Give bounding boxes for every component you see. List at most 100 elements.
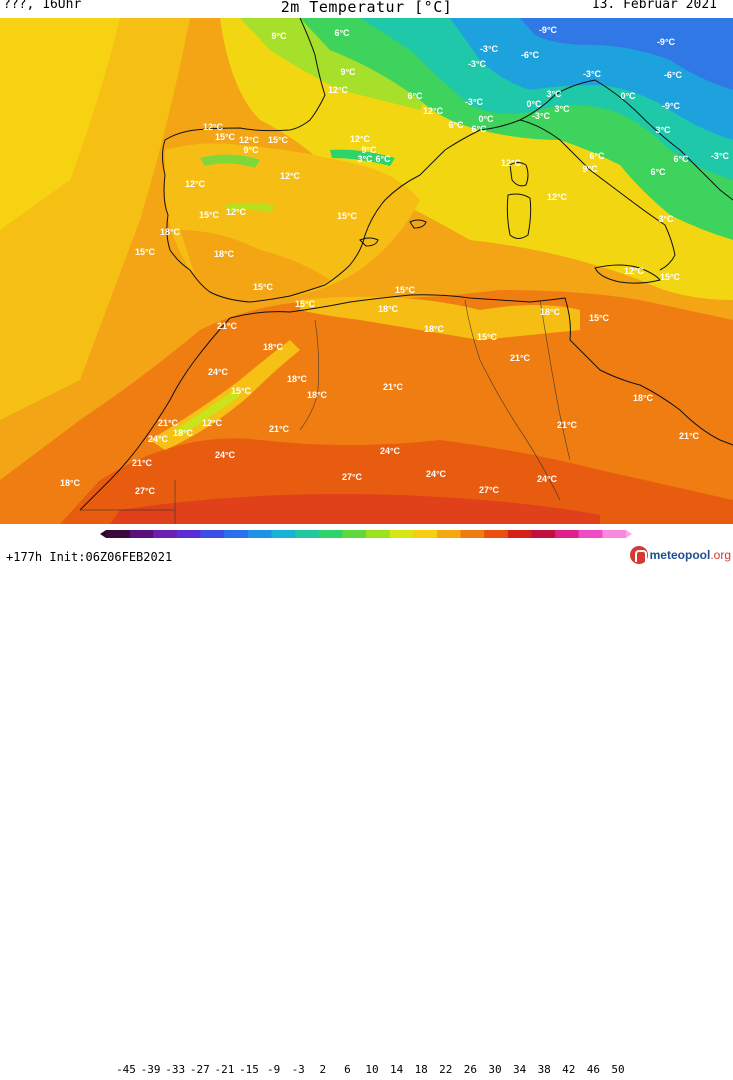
temperature-label: -3°C <box>532 111 551 121</box>
temperature-label: 9°C <box>243 145 259 155</box>
temperature-label: 18°C <box>214 249 235 259</box>
colorbar-tick: -39 <box>140 1063 161 1076</box>
temperature-label: 15°C <box>660 272 681 282</box>
temperature-labels: 9°C 6°C9°C12°C-9°C-9°C-3°C-6°C-3°C-3°C -6°… <box>60 25 730 496</box>
temperature-label: -3°C <box>468 59 487 69</box>
temperature-label: 12°C <box>239 135 260 145</box>
temperature-label: -3°C <box>711 151 730 161</box>
temperature-label: -3°C <box>465 97 484 107</box>
map-header: ???, 16Uhr 2m Temperatur [°C] 13. Februa… <box>0 0 733 20</box>
temperature-label: 27°C <box>479 485 500 495</box>
colorbar-segment <box>602 530 627 538</box>
temperature-label: 12°C <box>328 85 349 95</box>
temperature-map[interactable]: 9°C 6°C 9°C 12°C -9°C -9°C -3°C -6°C -3°C -3°C -6°… <box>0 18 733 524</box>
colorbar-tick: -3 <box>291 1063 305 1076</box>
temperature-label: 21°C <box>557 420 578 430</box>
temperature-label: 15°C <box>589 313 610 323</box>
temp-field-mountains-2 <box>225 202 275 212</box>
temperature-label: 12°C <box>203 122 224 132</box>
temperature-label: -3°C <box>583 69 602 79</box>
colorbar-segment <box>342 530 367 538</box>
temperature-label: -9°C <box>662 101 681 111</box>
temp-field-pyrenees <box>330 149 395 166</box>
colorbar-tick: -21 <box>214 1063 235 1076</box>
colorbar-segment <box>366 530 391 538</box>
temperature-label: 12°C <box>280 171 301 181</box>
colorbar-segment <box>578 530 603 538</box>
temperature-label: 6°C <box>589 151 605 161</box>
colorbar-segment <box>555 530 580 538</box>
temperature-label: 3°C <box>357 154 373 164</box>
temperature-label: 21°C <box>679 431 700 441</box>
temperature-label: -3°C <box>480 44 499 54</box>
temperature-label: 21°C <box>217 321 238 331</box>
meteopool-logo[interactable]: meteopool.org <box>629 545 731 565</box>
temperature-label: 9°C <box>340 67 356 77</box>
forecast-date: 13. Februar 2021 <box>591 0 717 12</box>
temperature-label: 3°C <box>554 104 570 114</box>
colorbar-tick: 18 <box>414 1063 428 1076</box>
temperature-label: -9°C <box>657 37 676 47</box>
logo-main: meteopool <box>649 548 711 562</box>
colorbar-segment <box>295 530 320 538</box>
colorbar-tick: 26 <box>463 1063 478 1076</box>
temperature-label: 12°C <box>350 134 371 144</box>
temperature-label: 15°C <box>395 285 416 295</box>
temperature-label: 12°C <box>423 106 444 116</box>
temperature-label: 24°C <box>537 474 558 484</box>
temperature-map-canvas: 9°C 6°C9°C12°C-9°C-9°C-3°C-6°C-3°C-3°C -6°… <box>0 18 733 524</box>
temperature-label: 12°C <box>547 192 568 202</box>
temperature-label: 18°C <box>378 304 399 314</box>
colorbar-segment <box>460 530 485 538</box>
temperature-label: 24°C <box>148 434 169 444</box>
temperature-label: -9°C <box>539 25 558 35</box>
colorbar-tick: 10 <box>365 1063 379 1076</box>
temperature-label: 9°C <box>271 31 287 41</box>
meteopool-logo-icon <box>629 546 648 564</box>
colorbar-tick: -9 <box>266 1063 281 1076</box>
temperature-label: 27°C <box>135 486 156 496</box>
temperature-label: 6°C <box>407 91 423 101</box>
colorbar-segment <box>531 530 556 538</box>
temperature-label: 24°C <box>208 367 229 377</box>
colorbar-tick: -45 <box>116 1063 136 1076</box>
colorbar-tick: 50 <box>611 1063 625 1076</box>
temperature-label: 21°C <box>158 418 179 428</box>
temperature-label: 21°C <box>510 353 531 363</box>
temperature-label: 12°C <box>226 207 247 217</box>
temperature-label: 0°C <box>620 91 636 101</box>
temp-field-maghreb-coast <box>300 296 580 340</box>
temperature-label: 15°C <box>135 247 156 257</box>
colorbar-right-arrow <box>626 530 632 538</box>
temperature-label: 3°C <box>655 125 671 135</box>
temperature-label: 18°C <box>633 393 654 403</box>
temperature-label: 9°C <box>361 145 377 155</box>
temperature-label: 0°C <box>478 114 494 124</box>
temperature-label: 24°C <box>215 450 236 460</box>
colorbar-left-arrow <box>100 530 106 538</box>
colorbar-segment <box>484 530 509 538</box>
temp-field-iberia-south <box>180 230 330 300</box>
colorbar-segment <box>224 530 249 538</box>
colorbar-tick: 2 <box>319 1063 327 1076</box>
colorbar-segment <box>318 530 343 538</box>
colorbar-segment <box>413 530 438 538</box>
init-time: +177h Init:06Z06FEB2021 <box>6 550 173 564</box>
colorbar-tick: 22 <box>439 1063 453 1076</box>
colorbar-segment <box>176 530 202 538</box>
temperature-label: 18°C <box>160 227 181 237</box>
logo-suffix: .org <box>710 548 731 562</box>
temperature-label: 18°C <box>540 307 561 317</box>
colorbar-segment <box>106 530 131 538</box>
temperature-label: 15°C <box>268 135 289 145</box>
temperature-label: 15°C <box>295 299 316 309</box>
temperature-label: 24°C <box>426 469 447 479</box>
colorbar-segment <box>271 530 296 538</box>
temperature-label: 12°C <box>624 266 645 276</box>
temperature-label: 6°C <box>375 154 391 164</box>
colorbar-tick: 6 <box>344 1063 351 1076</box>
temperature-label: 21°C <box>132 458 153 468</box>
temperature-label: 18°C <box>287 374 308 384</box>
colorbar-tick: 30 <box>488 1063 502 1076</box>
colorbar-tick: 14 <box>389 1063 404 1076</box>
